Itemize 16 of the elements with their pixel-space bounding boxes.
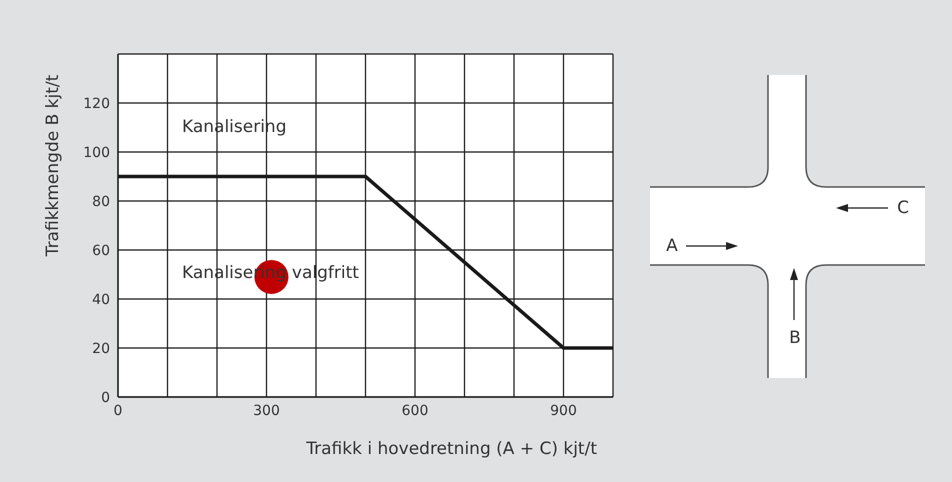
y-tick-label: 100 xyxy=(83,144,110,161)
x-tick-label: 600 xyxy=(402,402,428,419)
y-tick-label: 80 xyxy=(92,194,110,210)
y-tick-label: 0 xyxy=(101,390,110,406)
y-tick-label: 40 xyxy=(92,292,110,308)
x-tick-label: 900 xyxy=(550,402,577,419)
text: B xyxy=(789,328,801,348)
text: C xyxy=(897,198,909,218)
y-tick-label: 20 xyxy=(92,340,110,357)
x-axis-title: Trafikk i hovedretning (A + C) kjt/t xyxy=(305,439,598,459)
y-axis-title: Trafikkmengde B kjt/t xyxy=(43,74,64,258)
x-tick-label: 300 xyxy=(253,402,280,419)
x-tick-label: 0 xyxy=(114,402,122,419)
y-tick-label: 120 xyxy=(83,96,110,112)
y-tick-label: 60 xyxy=(92,242,110,259)
text: A xyxy=(666,236,678,256)
